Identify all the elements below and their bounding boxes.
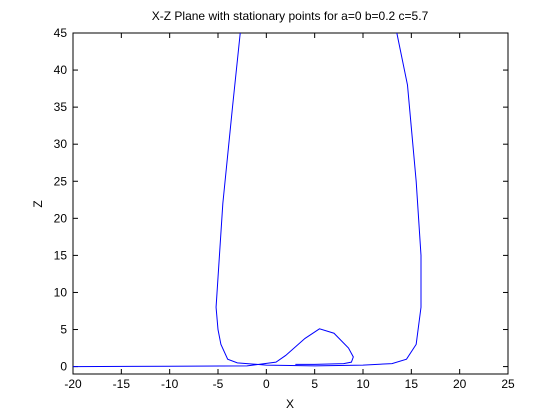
y-tick-label: 20 — [54, 211, 68, 225]
x-tick-label: 0 — [263, 377, 270, 391]
x-tick-label: -10 — [161, 377, 179, 391]
y-tick-label: 10 — [54, 285, 68, 299]
y-tick-label: 15 — [54, 248, 68, 262]
x-tick-label: 5 — [311, 377, 318, 391]
x-tick-label: -5 — [213, 377, 224, 391]
x-tick-label: 25 — [501, 377, 515, 391]
x-tick-label: 10 — [356, 377, 370, 391]
x-tick-label: 20 — [453, 377, 467, 391]
chart-title: X-Z Plane with stationary points for a=0… — [152, 9, 429, 23]
axes-box — [72, 32, 509, 375]
y-tick-label: 40 — [54, 63, 68, 77]
x-tick-label: -20 — [64, 377, 82, 391]
y-tick-label: 25 — [54, 174, 68, 188]
x-axis-label: X — [286, 397, 294, 411]
x-tick-label: -15 — [113, 377, 131, 391]
y-tick-label: 45 — [54, 26, 68, 40]
y-tick-label: 5 — [60, 323, 67, 337]
series-line — [72, 32, 422, 368]
y-tick-label: 35 — [54, 100, 68, 114]
y-tick-label: 0 — [60, 360, 67, 374]
x-tick-label: 15 — [405, 377, 419, 391]
y-tick-label: 30 — [54, 137, 68, 151]
y-axis-label: Z — [31, 200, 45, 207]
